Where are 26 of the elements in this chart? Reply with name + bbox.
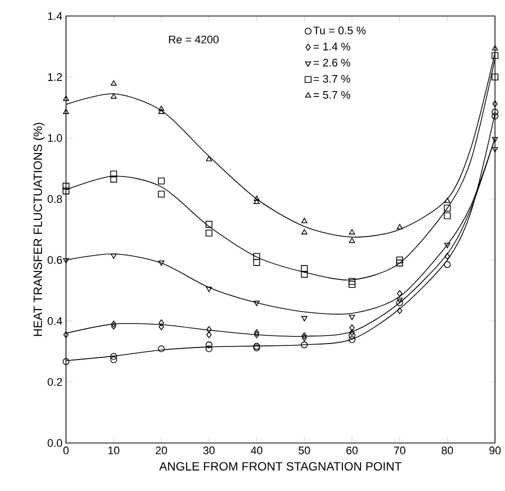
- x-tick-label: 70: [394, 446, 406, 454]
- x-tick-label: 10: [108, 446, 120, 454]
- legend-label: = 3.7 %: [314, 74, 350, 83]
- x-tick-label: 90: [489, 446, 501, 454]
- x-tick-label: 50: [298, 446, 310, 454]
- x-tick-label: 20: [156, 446, 167, 454]
- y-tick-label: 0.6: [48, 256, 62, 264]
- x-tick-label: 40: [250, 446, 262, 454]
- y-tick-label: 0.2: [48, 378, 62, 386]
- y-tick-label: 0.8: [48, 195, 62, 203]
- x-axis-title: ANGLE FROM FRONT STAGNATION POINT: [159, 462, 402, 471]
- x-tick-label: 60: [346, 446, 358, 454]
- y-tick-label: 1.0: [48, 134, 62, 142]
- legend-label: = 2.6 %: [314, 58, 350, 67]
- y-axis-title: HEAT TRANSFER FLUCTUATIONS (%): [33, 122, 44, 336]
- y-tick-label: 0.4: [48, 317, 62, 325]
- y-tick-label: 1.2: [48, 73, 62, 81]
- legend-label: = 1.4 %: [314, 42, 350, 50]
- y-tick-label: 0.0: [48, 439, 62, 447]
- annotation: Re = 4200: [169, 36, 219, 44]
- y-tick-label: 1.4: [48, 12, 62, 20]
- x-tick-label: 80: [442, 446, 453, 454]
- legend-label: Tu = 0.5 %: [313, 26, 366, 34]
- x-tick-label: 30: [203, 446, 215, 454]
- x-tick-label: 0: [63, 446, 69, 454]
- legend-label: = 5.7 %: [314, 91, 350, 99]
